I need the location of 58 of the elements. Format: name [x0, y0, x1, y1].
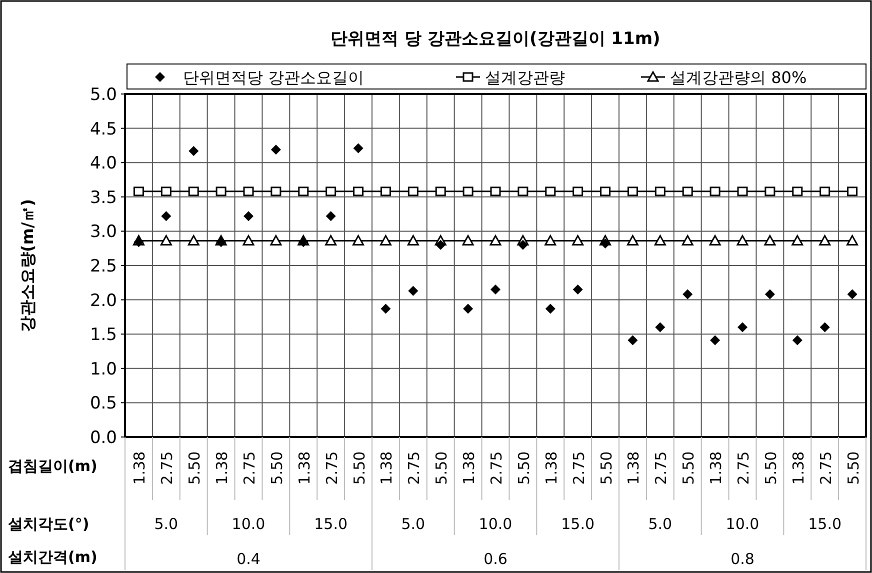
x-tick-label: 2.75: [816, 451, 835, 485]
x-tick-label: 2.75: [322, 451, 341, 485]
chart-title: 단위면적 당 강관소요길이(강관길이 11m): [330, 29, 660, 49]
x-tick-label: 5.50: [680, 451, 698, 485]
text: 겹침길이(m): [8, 457, 98, 475]
x-tick-label: 1.38: [213, 451, 232, 485]
y-tick-label: 2.0: [90, 290, 117, 311]
x-tick-label: 5.50: [432, 451, 451, 485]
text: 5.0: [648, 515, 672, 533]
y-tick-label: 1.5: [90, 325, 117, 346]
x-tick-label: 2.75: [240, 451, 258, 485]
x-tick-label: 2.75: [488, 451, 506, 485]
x-tick-label: 5.50: [514, 451, 533, 485]
text: 0.8: [730, 550, 754, 568]
text: 10.0: [726, 515, 760, 533]
y-tick-label: 0.0: [90, 428, 117, 448]
x-tick-label: 1.38: [624, 451, 643, 485]
text: 15.0: [314, 515, 348, 533]
x-tick-label: 5.50: [268, 451, 286, 485]
text: 설치각도(°): [8, 515, 90, 533]
y-tick-label: 3.0: [90, 222, 117, 242]
x-tick-label: 5.50: [762, 451, 780, 485]
text: 5.0: [401, 515, 426, 533]
text: 5.0: [154, 515, 178, 533]
legend-label: 설계강관량의 80%: [670, 68, 807, 87]
text: 0.4: [236, 550, 260, 568]
text: 10.0: [478, 515, 512, 533]
x-tick-label: 5.50: [350, 451, 368, 485]
x-tick-label: 1.38: [542, 451, 560, 485]
text: 설치간격(m): [8, 548, 98, 566]
legend-label: 설계강관량: [485, 68, 565, 87]
y-tick-label: 5.0: [90, 85, 117, 105]
x-tick-label: 2.75: [734, 451, 752, 485]
text: 0.6: [484, 550, 508, 568]
x-tick-label: 1.38: [789, 451, 808, 485]
x-tick-label: 1.38: [460, 451, 478, 485]
y-axis-title: 강관소요량(m/㎡): [18, 198, 37, 332]
y-tick-label: 4.5: [90, 119, 117, 140]
y-tick-label: 4.0: [90, 154, 117, 174]
y-tick-label: 1.0: [90, 359, 117, 380]
y-tick-label: 0.5: [90, 394, 117, 414]
x-tick-label: 5.50: [844, 451, 862, 485]
x-tick-label: 1.38: [378, 451, 396, 485]
x-tick-label: 2.75: [652, 451, 670, 485]
x-tick-label: 1.38: [707, 451, 726, 485]
x-tick-label: 1.38: [295, 451, 314, 485]
y-tick-label: 2.5: [90, 256, 117, 276]
x-tick-label: 5.50: [186, 451, 204, 485]
x-tick-label: 2.75: [158, 451, 176, 485]
text: 15.0: [561, 515, 595, 533]
x-tick-label: 1.38: [130, 451, 149, 485]
legend-label: 단위면적당 강관소요길이: [183, 68, 364, 87]
x-tick-label: 2.75: [405, 451, 424, 485]
text: 15.0: [808, 515, 842, 533]
x-tick-label: 2.75: [570, 451, 588, 485]
x-tick-label: 5.50: [597, 451, 616, 485]
text: 10.0: [232, 515, 266, 533]
y-tick-label: 3.5: [90, 188, 117, 208]
